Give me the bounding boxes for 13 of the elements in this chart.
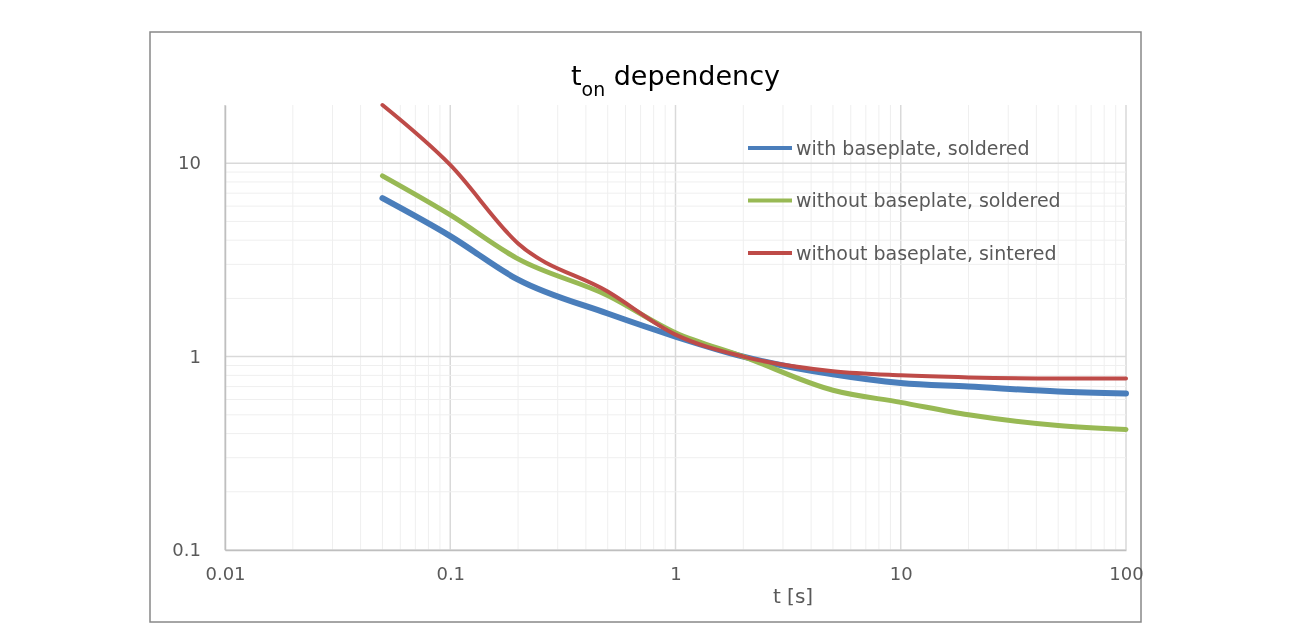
x-tick-label: 1 — [670, 563, 682, 585]
legend-label: with baseplate, soldered — [796, 136, 1030, 159]
x-tick-label: 100 — [1109, 563, 1144, 585]
x-tick-label: 0.01 — [205, 563, 246, 585]
y-tick-label: 0.1 — [172, 539, 201, 561]
x-tick-label: 0.1 — [436, 563, 466, 585]
y-tick-label: 1 — [189, 345, 201, 367]
chart-title: t$_{on}$ dependency — [570, 60, 781, 100]
y-tick-label: 10 — [178, 152, 201, 174]
x-axis-title: t [s] — [772, 584, 814, 608]
legend-label: without baseplate, sintered — [796, 241, 1057, 264]
x-tick-label: 10 — [889, 563, 913, 585]
legend-label: without baseplate, soldered — [796, 189, 1061, 212]
